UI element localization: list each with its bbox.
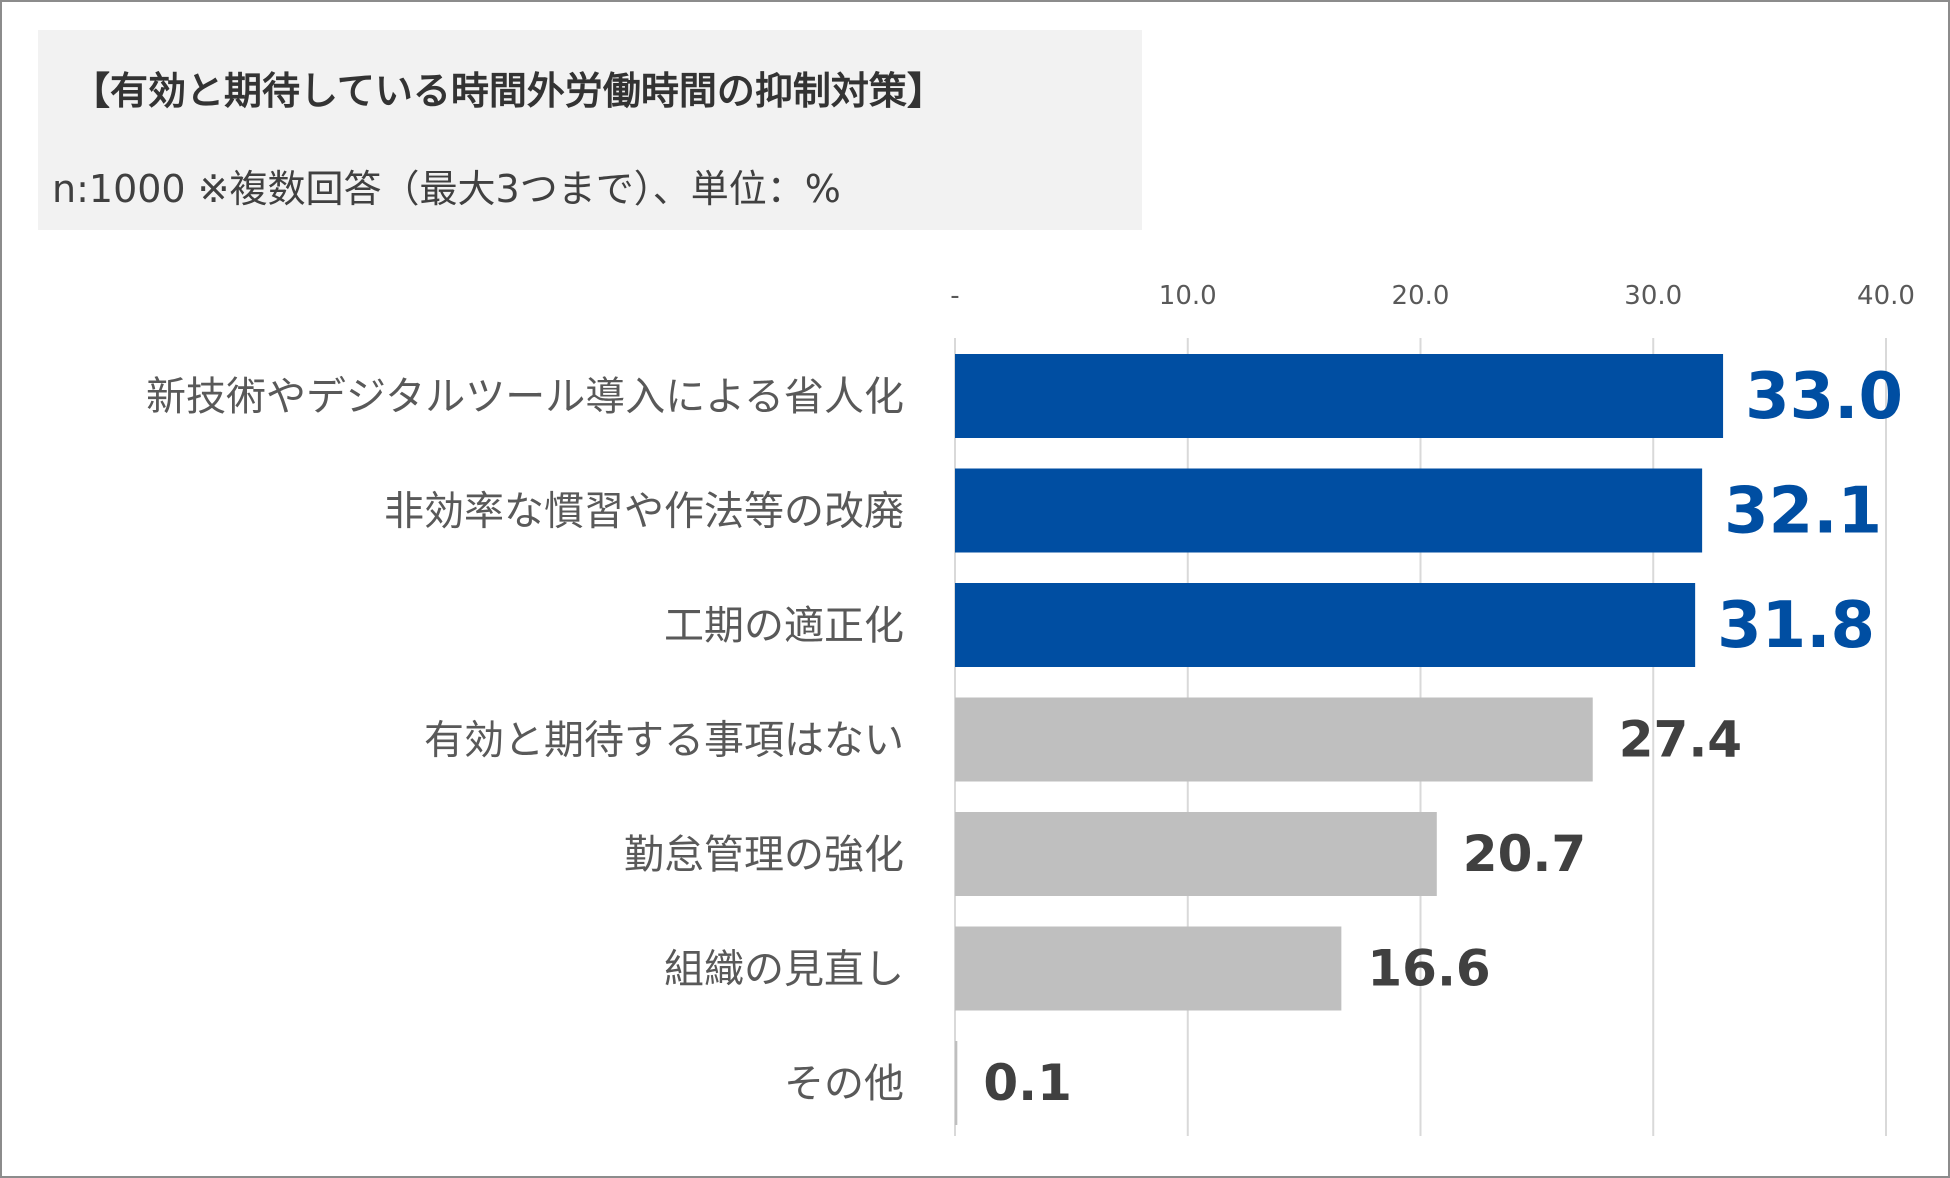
value-label: 33.0 [1745,360,1903,434]
value-labels: 33.0 32.1 31.8 27.4 20.7 16.6 0.1 [983,360,1903,1112]
value-label: 16.6 [1367,940,1490,998]
category-label: 新技術やデジタルツール導入による省人化 [146,374,904,420]
bar [955,354,1724,438]
category-labels: 新技術やデジタルツール導入による省人化非効率な慣習や作法等の改廃工期の適正化有効… [146,374,904,1107]
value-label: 31.8 [1717,589,1875,663]
value-label: 0.1 [983,1054,1072,1112]
value-label: 32.1 [1724,475,1882,549]
bar [955,926,1342,1011]
title-box: 【有効と期待している時間外労働時間の抑制対策】 n:1000 ※複数回答（最大3… [38,30,1142,230]
bar [955,1041,958,1125]
category-label: 組織の見直し [664,947,904,993]
tick-label: 10.0 [1159,281,1217,311]
tick-label: 40.0 [1857,281,1915,311]
chart-title: 【有効と期待している時間外労働時間の抑制対策】 [72,69,945,113]
bar [955,697,1593,782]
category-label: 有効と期待する事項はない [424,718,904,764]
bar [955,812,1437,896]
chart-subtitle: n:1000 ※複数回答（最大3つまで）、単位：% [52,167,841,211]
bar [955,468,1703,553]
value-label: 27.4 [1619,711,1742,769]
category-label: その他 [784,1061,904,1107]
category-label: 非効率な慣習や作法等の改廃 [384,489,904,535]
x-axis-ticks: - 10.0 20.0 30.0 40.0 [950,281,1915,311]
bars [955,354,1724,1125]
category-label: 勤怠管理の強化 [624,832,904,878]
tick-label: - [950,281,959,311]
tick-label: 30.0 [1624,281,1682,311]
bar [955,583,1696,667]
tick-label: 20.0 [1392,281,1450,311]
value-label: 20.7 [1463,825,1586,883]
category-label: 工期の適正化 [664,603,904,649]
